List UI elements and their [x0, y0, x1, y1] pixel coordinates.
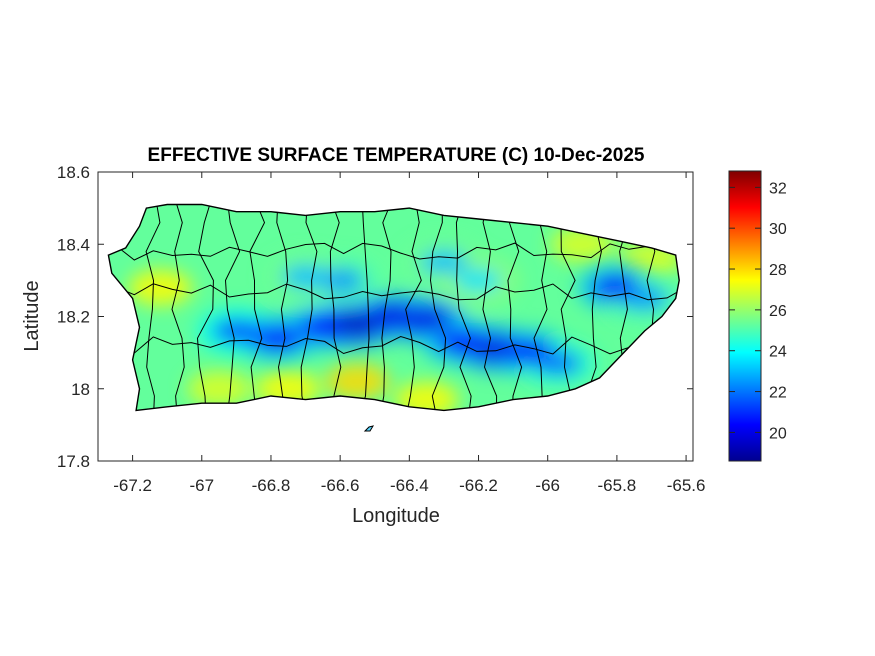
y-tick-label: 17.8	[57, 452, 90, 471]
cool-zones	[196, 238, 680, 388]
colorbar-tick-label: 22	[769, 385, 787, 402]
municipality-border	[378, 204, 396, 411]
x-tick-label: -67.2	[113, 476, 152, 495]
temperature-heatmap	[108, 204, 680, 411]
municipality-border	[171, 204, 185, 411]
municipality-border	[145, 204, 161, 411]
colorbar	[728, 170, 762, 462]
cool-zone-core	[253, 326, 302, 351]
warm-zone	[187, 370, 252, 407]
municipality-border	[507, 204, 523, 411]
municipality-border	[328, 204, 342, 411]
colorbar-ticks: 20 22 24 26 28 30 32	[729, 180, 787, 442]
island-outline	[107, 203, 680, 412]
municipality-border	[224, 204, 241, 411]
municipality-border	[249, 204, 266, 411]
municipality-border	[482, 204, 498, 411]
colorbar-tick-label: 20	[769, 425, 787, 442]
x-axis-label: Longitude	[352, 505, 440, 527]
x-tick-label: -66.8	[252, 476, 291, 495]
municipality-border	[533, 204, 551, 411]
y-axis-label: Latitude	[21, 280, 43, 351]
municipality-border	[114, 242, 680, 261]
cool-zone-core	[402, 308, 451, 333]
colorbar-tick-label: 28	[769, 262, 787, 279]
cool-zone-core	[534, 351, 583, 376]
colorbar-tick-label: 26	[769, 303, 787, 320]
colorbar-tick-label: 32	[769, 180, 787, 197]
x-tick-label: -66.4	[390, 476, 429, 495]
municipality-border	[196, 204, 214, 411]
municipality-border	[403, 204, 422, 411]
warm-zone	[128, 269, 193, 306]
y-tick-label: 18.2	[57, 308, 90, 327]
x-tick-label: -65.6	[667, 476, 706, 495]
colorbar-tick-label: 24	[769, 344, 787, 361]
municipality-border	[429, 204, 447, 411]
y-tick-label: 18.4	[57, 235, 90, 254]
islet-caja-de-muertos	[363, 425, 375, 432]
municipality-border	[115, 283, 680, 301]
municipality-border	[276, 204, 291, 411]
x-tick-label: -66	[535, 476, 560, 495]
cool-zone-core	[281, 264, 330, 289]
municipality-border	[356, 204, 370, 411]
cool-zone-core	[212, 318, 261, 343]
x-axis-ticks: -67.2 -67 -66.8 -66.6 -66.4 -66.2 -66 -65.8 -65.…	[113, 172, 705, 495]
y-axis-ticks: 17.8 18 18.2 18.4 18.6	[57, 163, 693, 471]
x-tick-label: -67	[189, 476, 214, 495]
x-tick-label: -66.2	[459, 476, 498, 495]
municipality-border	[115, 335, 680, 355]
y-tick-label: 18.6	[57, 163, 90, 182]
municipality-border	[455, 204, 472, 411]
municipality-border	[300, 204, 318, 411]
warm-zone	[325, 363, 390, 400]
x-tick-label: -65.8	[598, 476, 637, 495]
x-tick-label: -66.6	[321, 476, 360, 495]
cool-zone-core	[419, 250, 468, 275]
cool-zone-core	[454, 268, 503, 293]
colorbar-tick-label: 30	[769, 221, 787, 238]
y-tick-label: 18	[71, 380, 90, 399]
chart-title: EFFECTIVE SURFACE TEMPERATURE (C) 10-Dec…	[148, 145, 645, 166]
municipality-border	[560, 204, 576, 411]
